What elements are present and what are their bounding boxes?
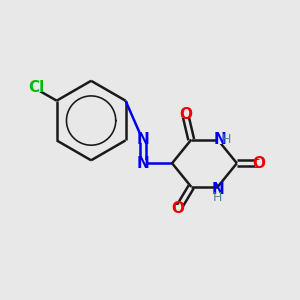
FancyBboxPatch shape: [255, 160, 263, 167]
FancyBboxPatch shape: [174, 206, 182, 212]
Text: H: H: [221, 133, 231, 146]
Text: N: N: [136, 132, 149, 147]
FancyBboxPatch shape: [214, 189, 222, 196]
Text: O: O: [179, 107, 192, 122]
FancyBboxPatch shape: [29, 83, 44, 92]
FancyBboxPatch shape: [214, 195, 221, 202]
Text: N: N: [136, 156, 149, 171]
Text: H: H: [213, 191, 222, 205]
Text: N: N: [211, 182, 224, 197]
Text: N: N: [214, 132, 226, 147]
FancyBboxPatch shape: [216, 136, 228, 143]
FancyBboxPatch shape: [139, 160, 147, 167]
FancyBboxPatch shape: [139, 136, 147, 143]
Text: Cl: Cl: [28, 80, 44, 95]
Text: O: O: [252, 156, 266, 171]
Text: O: O: [172, 201, 184, 216]
FancyBboxPatch shape: [182, 111, 189, 118]
